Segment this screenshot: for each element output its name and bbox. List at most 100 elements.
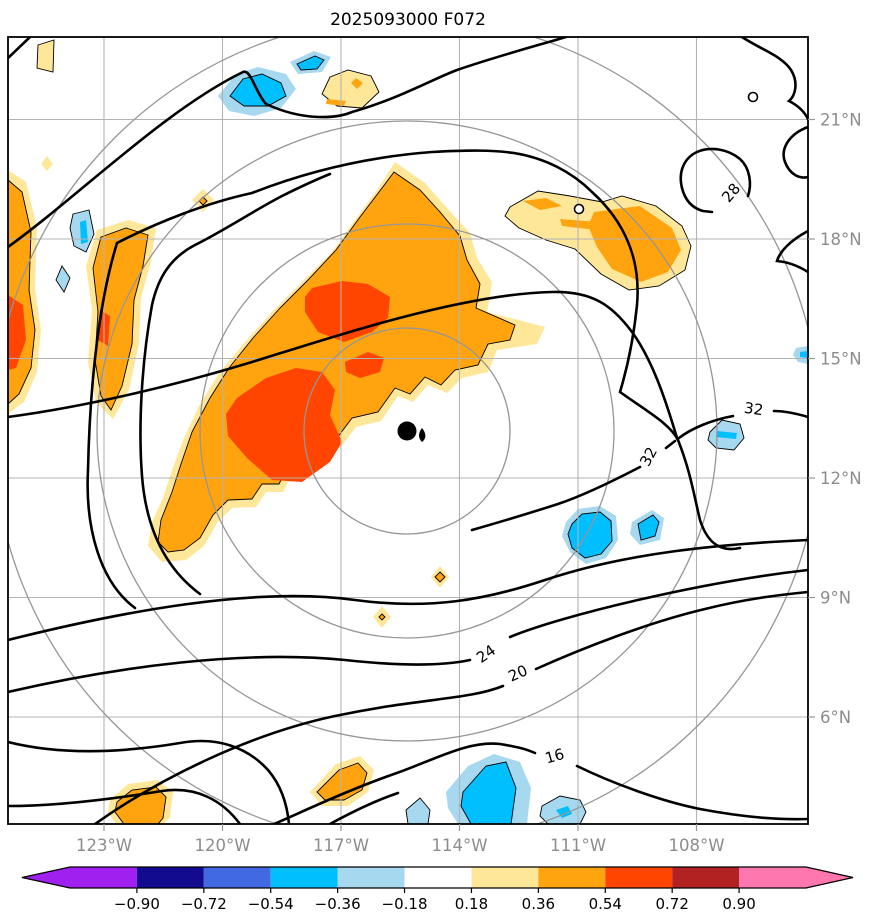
contour-line: [8, 37, 568, 249]
shaded-region-blob-red-lower: [226, 368, 342, 482]
colorbar-tick-label: 0.54: [589, 895, 622, 913]
x-tick-label: 114°W: [431, 836, 487, 855]
contour-line: [677, 414, 735, 440]
small-circle-marker: [573, 203, 585, 215]
contour-line: [775, 229, 808, 274]
colorbar-tick-label: −0.18: [382, 895, 428, 913]
contour-line: [772, 409, 808, 419]
shaded-region-diamond-a: [41, 156, 53, 171]
contour-line: [8, 788, 242, 824]
teardrop-marker: [419, 428, 426, 442]
range-rings-layer: [8, 37, 808, 824]
small-circle-marker: [747, 91, 759, 103]
axis-ticks-layer: 123°W 120°W 117°W 114°W 111°W 108°W 21°N 18°N 15…: [76, 111, 862, 856]
shaded-region-diamond-c-core: [434, 571, 446, 583]
y-tick-label: 15°N: [820, 350, 862, 369]
shaded-region-top-blue2-cyan: [296, 55, 325, 71]
shaded-region-east-blue-cyan: [716, 431, 737, 439]
contour-line: [470, 465, 642, 532]
y-tick-label: 12°N: [820, 469, 862, 488]
shaded-region-mid-blue2-cyan: [637, 514, 660, 541]
storm-center-marker: [397, 421, 417, 441]
x-tick-label: 108°W: [668, 836, 724, 855]
colorbar-segment: [203, 867, 271, 888]
colorbar-tick-label: −0.90: [114, 895, 160, 913]
shaded-region-bottom-blue-cyan: [460, 761, 517, 824]
contour-label: 20: [506, 661, 531, 685]
colorbar: −0.90 −0.72 −0.54 −0.36 −0.18 0.18 0.36 0.54 0.7…: [21, 866, 854, 913]
contour-line: [695, 147, 752, 198]
contour-line: [508, 568, 808, 639]
colorbar-segment: [471, 867, 539, 888]
colorbar-segment: [672, 867, 740, 888]
contour-line: [8, 739, 291, 824]
contour-line: [740, 37, 808, 121]
contour-line: [664, 439, 677, 450]
colorbar-segment: [337, 867, 405, 888]
contour-lines-layer: [8, 37, 808, 824]
contour-line: [8, 290, 679, 440]
colorbar-segment: [605, 867, 673, 888]
shaded-region-ne-patch-orange-strip: [560, 219, 598, 230]
shaded-regions-layer: [8, 39, 808, 824]
markers-layer: [397, 91, 759, 442]
x-tick-label: 120°W: [194, 836, 250, 855]
shaded-region-ne-patch-orange: [588, 206, 681, 282]
contour-label: 16: [543, 745, 566, 768]
shaded-region-diamond-d-core: [378, 613, 386, 621]
contour-line: [272, 742, 537, 824]
colorbar-tick-label: −0.72: [181, 895, 227, 913]
colorbar-tick-label: 0.36: [522, 895, 555, 913]
x-tick-label: 117°W: [313, 836, 369, 855]
colorbar-tick-label: 0.90: [722, 895, 755, 913]
contour-label: 24: [473, 641, 499, 667]
y-tick-label: 6°N: [820, 708, 851, 727]
y-tick-label: 18°N: [820, 230, 862, 249]
contour-line: [93, 684, 505, 824]
x-tick-label: 123°W: [76, 836, 132, 855]
plot-title: 2025093000 F072: [330, 10, 486, 30]
contour-label: 28: [718, 180, 744, 206]
contour-line: [8, 538, 808, 642]
shaded-region-west-blue-cyan: [80, 220, 88, 244]
contour-line: [679, 150, 714, 214]
x-tick-label: 111°W: [550, 836, 606, 855]
colorbar-tick-label: 0.72: [655, 895, 688, 913]
contour-label: 32: [636, 444, 661, 469]
shaded-region-ne-patch-orange-sliver: [523, 198, 562, 210]
grid-layer: [8, 37, 808, 824]
contour-line: [534, 590, 808, 671]
range-ring: [96, 120, 718, 742]
colorbar-tick-label: 0.18: [455, 895, 488, 913]
colorbar-segment: [538, 867, 606, 888]
shaded-region-top-yellow: [321, 69, 380, 109]
shaded-region-left-edge-red: [8, 295, 26, 370]
colorbar-right-arrow: [739, 867, 853, 888]
shaded-region-west-blue-drop: [55, 265, 71, 293]
contour-line: [139, 172, 332, 596]
shaded-region-right-edge-blue-cyan: [800, 351, 808, 358]
y-tick-label: 9°N: [820, 589, 851, 608]
shaded-region-west-strip-orange: [92, 227, 149, 411]
colorbar-outline: [21, 866, 854, 889]
contour-line: [782, 125, 808, 179]
colorbar-segment: [270, 867, 338, 888]
colorbar-segment: [136, 867, 204, 888]
contour-line: [8, 37, 32, 60]
plot-border: [7, 36, 809, 825]
shaded-region-bottom-blue-small: [405, 797, 431, 824]
colorbar-tick-label: −0.36: [315, 895, 361, 913]
contour-line: [86, 149, 742, 610]
contour-line: [328, 791, 400, 824]
range-ring: [199, 223, 615, 639]
contour-line: [575, 764, 808, 821]
shaded-region-topleft-yellow-tri: [36, 39, 55, 73]
y-tick-label: 21°N: [820, 111, 862, 130]
range-ring: [303, 327, 511, 535]
colorbar-segment: [404, 867, 472, 888]
colorbar-tick-label: −0.54: [248, 895, 294, 913]
contour-label: 32: [743, 399, 764, 419]
shaded-region-top-yellow-orange-dot: [351, 78, 363, 89]
